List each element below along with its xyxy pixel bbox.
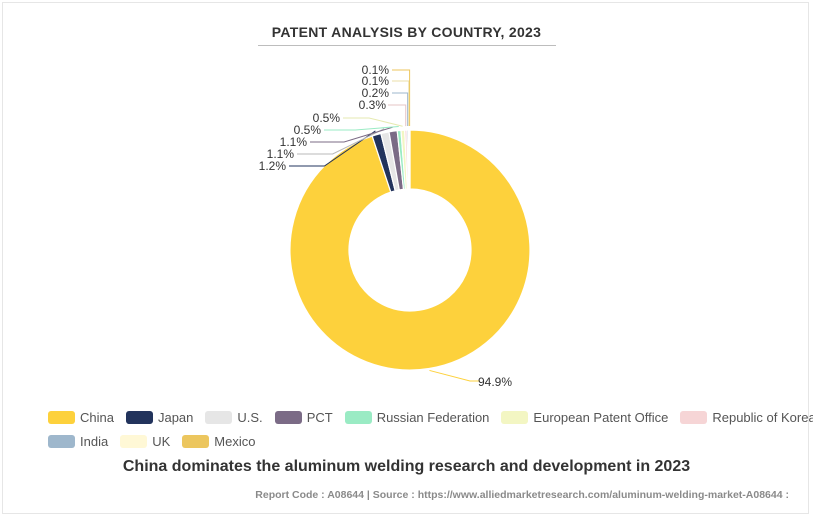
leader-line [392, 92, 409, 127]
leader-line [324, 126, 399, 131]
data-label: 0.1% [362, 74, 390, 88]
data-label: 0.5% [294, 123, 322, 137]
leader-line [388, 104, 407, 127]
data-label: 1.1% [280, 135, 308, 149]
legend-label: Russian Federation [376, 409, 490, 425]
data-label: 1.1% [267, 147, 295, 161]
legend-row: India UK Mexico [48, 429, 788, 453]
legend-swatch [120, 434, 148, 448]
legend-item: Japan [125, 409, 194, 425]
leader-line [392, 69, 411, 127]
legend-swatch [205, 410, 233, 424]
legend-label: China [80, 409, 114, 425]
legend-label: Japan [157, 409, 194, 425]
legend-label: Mexico [214, 433, 256, 449]
legend-item: China [48, 410, 114, 425]
legend-label: UK [152, 433, 171, 449]
data-label: 0.2% [362, 86, 390, 100]
legend-item: PCT [274, 409, 333, 425]
legend-swatch [48, 434, 75, 448]
legend-item: India [48, 434, 108, 449]
legend-swatch [680, 410, 708, 424]
data-label: 0.5% [313, 111, 341, 125]
legend-item: U.S. [205, 409, 263, 425]
legend-label: Republic of Korea [712, 409, 813, 425]
slice-china [289, 129, 531, 371]
leader-line [289, 130, 376, 167]
leader-line [392, 80, 410, 127]
legend: China Japan U.S. PCT Russian Federation Europ… [48, 405, 813, 453]
leader-line [343, 117, 403, 127]
data-label: 0.1% [362, 63, 390, 77]
legend-swatch [344, 410, 372, 424]
legend-swatch [48, 410, 75, 424]
leader-line [297, 128, 385, 155]
slice-mexico [408, 129, 411, 190]
legend-item: Mexico [182, 434, 255, 449]
data-label: 94.9% [478, 375, 512, 389]
legend-item: Republic of Korea [680, 410, 813, 425]
source-footer: Report Code : A08644 | Source : https://… [255, 489, 789, 501]
legend-label: PCT [306, 409, 333, 425]
data-label: 0.3% [359, 98, 387, 112]
legend-label: European Patent Office [533, 409, 669, 425]
data-label: 1.2% [259, 159, 287, 173]
legend-label: U.S. [237, 409, 263, 425]
legend-swatch [182, 434, 210, 448]
title-underline [258, 45, 556, 46]
legend-item: Russian Federation [344, 409, 490, 425]
legend-label: India [80, 433, 109, 449]
chart-caption: China dominates the aluminum welding res… [122, 458, 691, 475]
leader-line [310, 126, 393, 143]
chart-title: PATENT ANALYSIS BY COUNTRY, 2023 [271, 24, 542, 40]
legend-swatch [501, 410, 529, 424]
leader-line [429, 369, 480, 382]
legend-row: China Japan U.S. PCT Russian Federation Europ… [48, 405, 813, 429]
legend-item: UK [120, 434, 170, 449]
legend-item: European Patent Office [501, 410, 668, 425]
legend-swatch [274, 410, 302, 424]
legend-swatch [125, 410, 153, 424]
